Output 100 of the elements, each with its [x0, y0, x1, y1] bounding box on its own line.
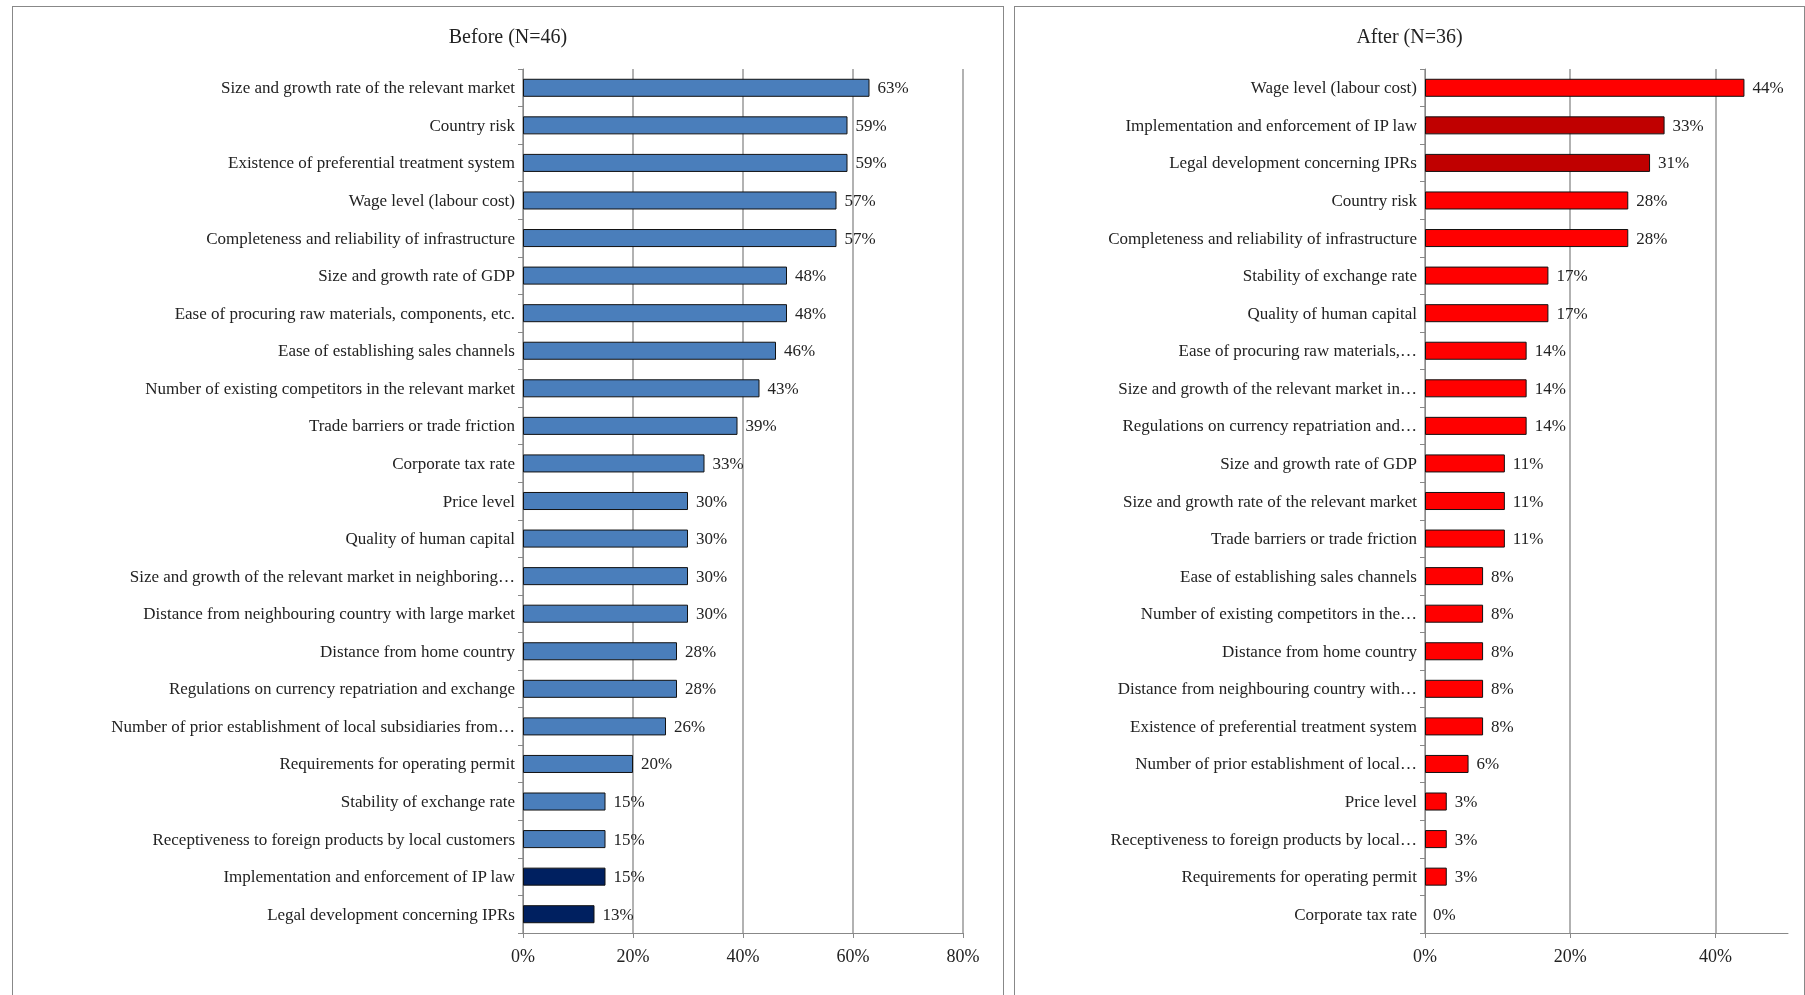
data-label: 3%	[1454, 792, 1478, 812]
y-tick-label: Distance from home country	[1222, 641, 1418, 661]
data-label: 30%	[696, 604, 728, 624]
data-label: 46%	[784, 341, 816, 361]
bar	[1425, 529, 1505, 548]
bar	[523, 266, 787, 285]
y-tick-label: Distance from home country	[320, 641, 516, 661]
x-tick-label: 40%	[1698, 946, 1732, 966]
y-tick-label: Quality of human capital	[345, 529, 516, 549]
y-tick-label: Ease of establishing sales channels	[278, 341, 515, 361]
y-tick-label: Size and growth rate of the relevant market	[220, 78, 516, 98]
bar	[523, 529, 688, 548]
y-tick-label: Legal development concerning IPRs	[1169, 153, 1417, 173]
bar	[1425, 754, 1469, 773]
data-label: 15%	[613, 867, 645, 887]
bar	[1425, 792, 1447, 811]
data-label: 0%	[1433, 904, 1456, 924]
bar	[1425, 717, 1484, 736]
bar	[523, 78, 870, 97]
y-tick-label: Receptiveness to foreign products by local customers	[152, 829, 515, 849]
x-tick-label: 20%	[616, 946, 650, 966]
y-tick-label: Number of existing competitors in the…	[1140, 604, 1417, 624]
data-label: 14%	[1534, 341, 1566, 361]
bar	[1425, 454, 1505, 473]
bar	[1425, 642, 1484, 661]
y-tick-label: Country risk	[1331, 190, 1418, 210]
data-label: 11%	[1512, 491, 1544, 511]
data-label: 15%	[613, 792, 645, 812]
y-tick-label: Corporate tax rate	[1294, 904, 1417, 924]
bar	[523, 304, 787, 323]
y-tick-label: Country risk	[429, 115, 516, 135]
chart-title: Before (N=46)	[448, 25, 568, 48]
data-label: 11%	[1512, 453, 1544, 473]
data-label: 59%	[855, 115, 887, 135]
bar	[523, 604, 688, 623]
bar	[1425, 491, 1505, 511]
bar	[523, 491, 688, 511]
data-label: 57%	[844, 190, 876, 210]
data-label: 17%	[1556, 303, 1588, 323]
y-tick-label: Wage level (labour cost)	[1250, 78, 1417, 98]
data-label: 8%	[1491, 679, 1514, 699]
data-label: 6%	[1476, 754, 1500, 774]
data-label: 28%	[1636, 190, 1668, 210]
data-label: 14%	[1534, 378, 1566, 398]
y-tick-label: Implementation and enforcement of IP law	[223, 867, 516, 887]
data-label: 59%	[855, 153, 887, 173]
y-tick-label: Regulations on currency repatriation and…	[1122, 416, 1417, 436]
y-tick-label: Size and growth rate of GDP	[1220, 453, 1417, 473]
y-tick-label: Number of prior establishment of local subsidiaries from…	[111, 716, 515, 736]
bar	[523, 153, 848, 172]
data-label: 15%	[613, 829, 645, 849]
bar	[523, 567, 688, 586]
data-label: 48%	[795, 266, 827, 286]
bar	[523, 454, 705, 473]
bar	[523, 229, 837, 248]
y-tick-label: Ease of procuring raw materials, components, etc.	[174, 303, 515, 323]
data-label: 13%	[602, 904, 634, 924]
data-label: 26%	[674, 716, 706, 736]
bar	[1425, 153, 1651, 172]
y-tick-label: Corporate tax rate	[392, 453, 515, 473]
y-tick-label: Price level	[1344, 792, 1418, 812]
y-tick-label: Distance from neighbouring country with large market	[143, 604, 516, 624]
data-label: 3%	[1454, 829, 1478, 849]
y-tick-label: Stability of exchange rate	[1242, 266, 1417, 286]
y-tick-label: Completeness and reliability of infrastructure	[1108, 228, 1417, 248]
y-tick-label: Price level	[442, 491, 516, 511]
y-tick-label: Requirements for operating permit	[1181, 867, 1418, 887]
bar	[523, 754, 633, 773]
bar	[523, 792, 606, 811]
bar	[523, 867, 606, 886]
y-tick-label: Existence of preferential treatment system	[1130, 716, 1417, 736]
y-tick-label: Existence of preferential treatment system	[228, 153, 515, 173]
y-tick-label: Completeness and reliability of infrastructure	[206, 228, 515, 248]
bar	[1425, 78, 1745, 97]
data-label: 28%	[685, 679, 717, 699]
bar	[523, 830, 606, 849]
bar	[1425, 341, 1527, 360]
bar	[1425, 416, 1527, 435]
data-label: 11%	[1512, 529, 1544, 549]
data-label: 33%	[1672, 115, 1704, 135]
data-label: 3%	[1454, 867, 1478, 887]
bar	[1425, 191, 1629, 210]
data-label: 30%	[696, 566, 728, 586]
data-label: 39%	[745, 416, 777, 436]
bar	[523, 379, 760, 398]
y-tick-label: Ease of establishing sales channels	[1180, 566, 1417, 586]
bar	[1425, 304, 1549, 323]
y-tick-label: Number of prior establishment of local…	[1135, 754, 1417, 774]
data-label: 14%	[1534, 416, 1566, 436]
y-tick-label: Distance from neighbouring country with…	[1117, 679, 1417, 699]
y-tick-label: Ease of procuring raw materials,…	[1178, 341, 1417, 361]
y-tick-label: Wage level (labour cost)	[348, 190, 515, 210]
bar	[1425, 266, 1549, 285]
y-tick-label: Quality of human capital	[1247, 303, 1418, 323]
bar	[1425, 679, 1484, 698]
data-label: 28%	[1636, 228, 1668, 248]
x-tick-label: 20%	[1553, 946, 1587, 966]
bar	[523, 642, 677, 661]
chart-title: After (N=36)	[1356, 25, 1463, 48]
data-label: 30%	[696, 491, 728, 511]
